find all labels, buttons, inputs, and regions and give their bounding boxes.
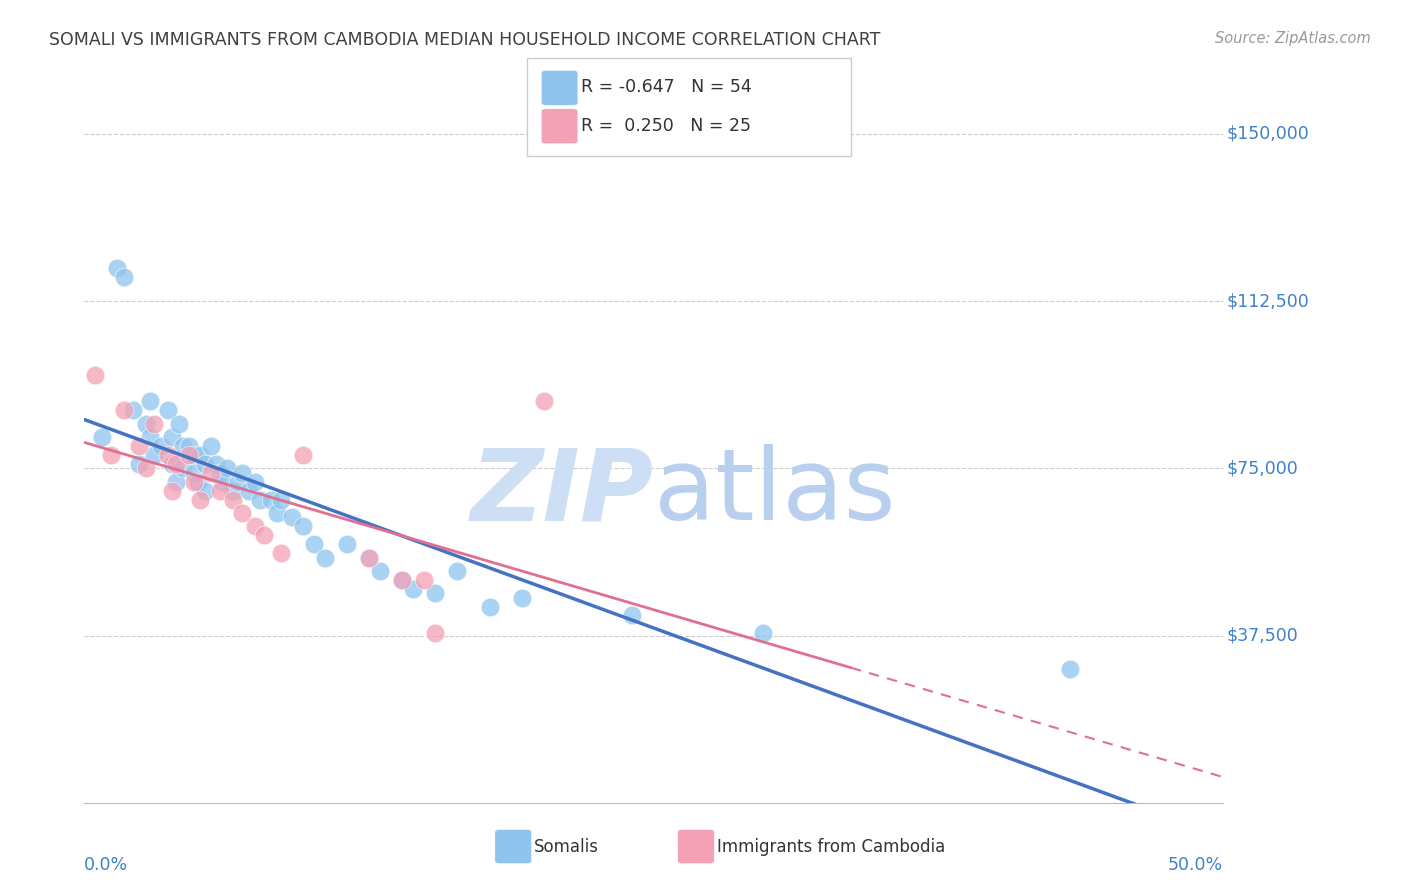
Text: 50.0%: 50.0% bbox=[1168, 855, 1223, 873]
Point bbox=[172, 439, 194, 453]
Point bbox=[128, 439, 150, 453]
Point bbox=[222, 492, 245, 507]
Text: atlas: atlas bbox=[654, 444, 896, 541]
Point bbox=[112, 269, 135, 284]
Text: ZIP: ZIP bbox=[471, 444, 654, 541]
Point bbox=[190, 492, 212, 507]
Text: 0.0%: 0.0% bbox=[84, 855, 128, 873]
Point bbox=[270, 492, 292, 507]
Point bbox=[165, 475, 187, 489]
Point bbox=[194, 483, 217, 498]
Point bbox=[160, 457, 183, 471]
Point bbox=[412, 573, 434, 587]
Point bbox=[160, 430, 183, 444]
Point bbox=[183, 448, 205, 462]
Point bbox=[423, 626, 446, 640]
Point bbox=[156, 403, 179, 417]
Text: R = -0.647   N = 54: R = -0.647 N = 54 bbox=[581, 78, 751, 96]
Text: Source: ZipAtlas.com: Source: ZipAtlas.com bbox=[1215, 31, 1371, 46]
Point bbox=[190, 448, 212, 462]
Text: Somalis: Somalis bbox=[534, 838, 599, 855]
Text: $112,500: $112,500 bbox=[1226, 292, 1309, 310]
Point bbox=[222, 483, 245, 498]
Point bbox=[121, 403, 143, 417]
Point bbox=[359, 550, 381, 565]
Point bbox=[512, 591, 534, 605]
Point bbox=[200, 466, 222, 480]
Text: $37,500: $37,500 bbox=[1226, 626, 1298, 645]
Point bbox=[100, 448, 122, 462]
Point bbox=[620, 608, 643, 623]
Point bbox=[281, 510, 304, 524]
Point bbox=[249, 492, 271, 507]
Point bbox=[84, 368, 107, 382]
Point bbox=[183, 475, 205, 489]
Text: $75,000: $75,000 bbox=[1226, 459, 1298, 477]
Point bbox=[156, 448, 179, 462]
Point bbox=[259, 492, 281, 507]
Point bbox=[266, 506, 288, 520]
Point bbox=[304, 537, 326, 551]
Point bbox=[209, 483, 232, 498]
Point bbox=[105, 260, 128, 275]
Point bbox=[183, 466, 205, 480]
Point bbox=[253, 528, 276, 542]
Point bbox=[179, 439, 201, 453]
Point bbox=[391, 573, 413, 587]
Text: SOMALI VS IMMIGRANTS FROM CAMBODIA MEDIAN HOUSEHOLD INCOME CORRELATION CHART: SOMALI VS IMMIGRANTS FROM CAMBODIA MEDIA… bbox=[49, 31, 880, 49]
Point bbox=[90, 430, 112, 444]
Point bbox=[231, 506, 253, 520]
Point bbox=[314, 550, 336, 565]
Point bbox=[368, 564, 391, 578]
Point bbox=[172, 461, 194, 475]
Point bbox=[150, 439, 173, 453]
Point bbox=[270, 546, 292, 560]
Point bbox=[292, 519, 315, 533]
Point bbox=[139, 394, 162, 409]
Point bbox=[402, 582, 425, 596]
Point bbox=[209, 466, 232, 480]
Point bbox=[143, 448, 166, 462]
Point bbox=[215, 461, 238, 475]
Point bbox=[160, 483, 183, 498]
Point bbox=[139, 430, 162, 444]
Point bbox=[231, 466, 253, 480]
Point bbox=[752, 626, 775, 640]
Point bbox=[204, 457, 226, 471]
Point bbox=[533, 394, 555, 409]
Point bbox=[200, 439, 222, 453]
Point bbox=[194, 457, 217, 471]
Text: $150,000: $150,000 bbox=[1226, 125, 1309, 143]
Point bbox=[245, 475, 267, 489]
Point bbox=[128, 457, 150, 471]
Point bbox=[187, 475, 209, 489]
Point bbox=[245, 519, 267, 533]
Point bbox=[165, 457, 187, 471]
Point bbox=[359, 550, 381, 565]
Point bbox=[238, 483, 260, 498]
Point bbox=[391, 573, 413, 587]
Text: R =  0.250   N = 25: R = 0.250 N = 25 bbox=[581, 117, 751, 135]
Point bbox=[211, 475, 233, 489]
Point bbox=[179, 448, 201, 462]
Point bbox=[143, 417, 166, 431]
Point bbox=[135, 461, 157, 475]
Point bbox=[292, 448, 315, 462]
Point bbox=[446, 564, 468, 578]
Point bbox=[135, 417, 157, 431]
Point bbox=[423, 586, 446, 600]
Text: Immigrants from Cambodia: Immigrants from Cambodia bbox=[717, 838, 945, 855]
Point bbox=[112, 403, 135, 417]
Point bbox=[1059, 662, 1081, 676]
Point bbox=[167, 417, 190, 431]
Point bbox=[226, 475, 249, 489]
Point bbox=[478, 599, 501, 614]
Point bbox=[336, 537, 359, 551]
